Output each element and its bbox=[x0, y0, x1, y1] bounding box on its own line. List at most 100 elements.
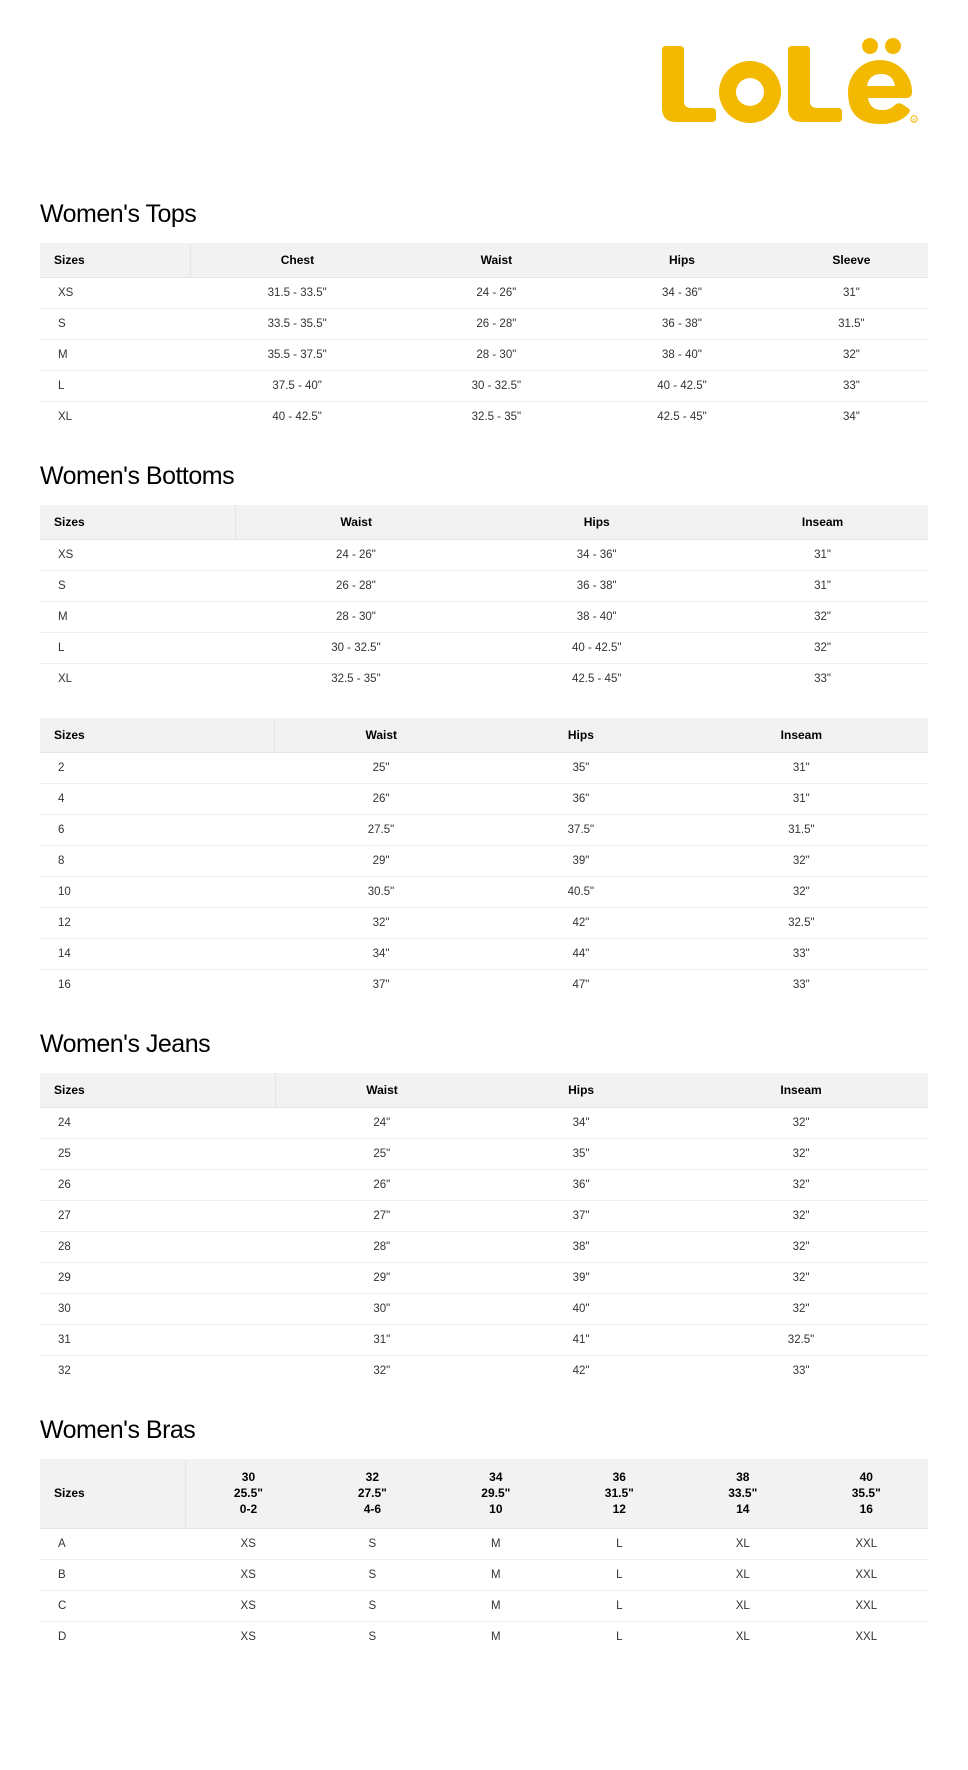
table-cell: 34" bbox=[488, 1108, 674, 1139]
table-cell: 8 bbox=[40, 846, 275, 877]
column-header: Hips bbox=[487, 718, 675, 753]
table-cell: 31" bbox=[675, 784, 928, 815]
table-cell: 35" bbox=[487, 753, 675, 784]
table-cell: 31" bbox=[717, 571, 928, 602]
column-header: Waist bbox=[275, 1073, 488, 1108]
table-cell: 31" bbox=[717, 540, 928, 571]
column-header: 3631.5"12 bbox=[558, 1459, 681, 1528]
table-cell: 25" bbox=[275, 753, 487, 784]
table-cell: XXL bbox=[805, 1528, 929, 1559]
table-cell: 24 - 26" bbox=[236, 540, 477, 571]
column-header-line: Sizes bbox=[54, 1485, 177, 1501]
table-cell: 36 - 38" bbox=[589, 309, 775, 340]
column-header: Waist bbox=[236, 505, 477, 540]
column-header-line: 31.5" bbox=[566, 1485, 673, 1501]
column-header: Inseam bbox=[717, 505, 928, 540]
table-cell: 36 - 38" bbox=[476, 571, 717, 602]
table-cell: M bbox=[40, 602, 236, 633]
table-cell: 32" bbox=[674, 1201, 928, 1232]
column-header: Waist bbox=[404, 243, 590, 278]
column-header-line: 25.5" bbox=[194, 1485, 302, 1501]
brand-logo: R bbox=[658, 30, 918, 130]
table-cell: 32.5 - 35" bbox=[236, 664, 477, 695]
size-table: SizesWaistHipsInseam2424"34"32"2525"35"3… bbox=[40, 1073, 928, 1386]
table-cell: L bbox=[558, 1528, 681, 1559]
table-row: XL32.5 - 35"42.5 - 45"33" bbox=[40, 664, 928, 695]
table-row: S26 - 28"36 - 38"31" bbox=[40, 571, 928, 602]
table-cell: 12 bbox=[40, 908, 275, 939]
table-cell: 31" bbox=[275, 1325, 488, 1356]
table-cell: 35.5 - 37.5" bbox=[191, 340, 404, 371]
column-header-line: 34 bbox=[442, 1469, 549, 1485]
table-cell: 32" bbox=[675, 846, 928, 877]
column-header-line: 30 bbox=[194, 1469, 302, 1485]
column-header: Inseam bbox=[674, 1073, 928, 1108]
column-header-line: 12 bbox=[566, 1501, 673, 1517]
table-cell: 40.5" bbox=[487, 877, 675, 908]
table-cell: 32" bbox=[674, 1232, 928, 1263]
column-header-line: 40 bbox=[813, 1469, 921, 1485]
column-header: 3833.5"14 bbox=[681, 1459, 804, 1528]
table-cell: 34 - 36" bbox=[589, 278, 775, 309]
table-cell: 42" bbox=[488, 1356, 674, 1387]
table-cell: 41" bbox=[488, 1325, 674, 1356]
column-header: Sizes bbox=[40, 505, 236, 540]
table-cell: 39" bbox=[487, 846, 675, 877]
column-header-line: 29.5" bbox=[442, 1485, 549, 1501]
table-cell: 33" bbox=[717, 664, 928, 695]
column-header: 3227.5"4-6 bbox=[311, 1459, 434, 1528]
table-cell: M bbox=[40, 340, 191, 371]
table-cell: 39" bbox=[488, 1263, 674, 1294]
column-header-line: 10 bbox=[442, 1501, 549, 1517]
column-header-line: 35.5" bbox=[813, 1485, 921, 1501]
column-header-line: 0-2 bbox=[194, 1501, 302, 1517]
column-header: Sizes bbox=[40, 718, 275, 753]
table-cell: XS bbox=[186, 1621, 311, 1652]
column-header: Chest bbox=[191, 243, 404, 278]
table-cell: 32" bbox=[674, 1108, 928, 1139]
table-cell: 33" bbox=[675, 939, 928, 970]
table-row: 2525"35"32" bbox=[40, 1139, 928, 1170]
size-table: Sizes 3025.5"0-2 3227.5"4-6 3429.5"10 3631.5… bbox=[40, 1459, 928, 1652]
table-cell: XXL bbox=[805, 1590, 929, 1621]
table-row: 3131"41"32.5" bbox=[40, 1325, 928, 1356]
table-row: 1030.5"40.5"32" bbox=[40, 877, 928, 908]
table-cell: 37.5 - 40" bbox=[191, 371, 404, 402]
table-cell: 30 - 32.5" bbox=[236, 633, 477, 664]
table-cell: 24 - 26" bbox=[404, 278, 590, 309]
size-table: SizesChestWaistHipsSleeveXS31.5 - 33.5"2… bbox=[40, 243, 928, 432]
section-title: Women's Jeans bbox=[40, 1030, 928, 1059]
table-cell: 32 bbox=[40, 1356, 275, 1387]
column-header-line: 4-6 bbox=[319, 1501, 426, 1517]
table-row: 1637"47"33" bbox=[40, 970, 928, 1001]
table-cell: 32" bbox=[275, 1356, 488, 1387]
table-cell: 33.5 - 35.5" bbox=[191, 309, 404, 340]
table-cell: 28 - 30" bbox=[236, 602, 477, 633]
table-cell: 32.5 - 35" bbox=[404, 402, 590, 433]
table-cell: 31.5" bbox=[775, 309, 928, 340]
table-row: XL40 - 42.5"32.5 - 35"42.5 - 45"34" bbox=[40, 402, 928, 433]
column-header-line: 27.5" bbox=[319, 1485, 426, 1501]
column-header: Waist bbox=[275, 718, 487, 753]
table-cell: 40 - 42.5" bbox=[191, 402, 404, 433]
column-header: Hips bbox=[589, 243, 775, 278]
table-cell: 40" bbox=[488, 1294, 674, 1325]
table-cell: XS bbox=[186, 1590, 311, 1621]
table-cell: L bbox=[40, 371, 191, 402]
table-row: M35.5 - 37.5"28 - 30"38 - 40"32" bbox=[40, 340, 928, 371]
table-cell: B bbox=[40, 1559, 186, 1590]
table-cell: 30" bbox=[275, 1294, 488, 1325]
table-cell: 37" bbox=[488, 1201, 674, 1232]
table-row: 2929"39"32" bbox=[40, 1263, 928, 1294]
table-cell: 28" bbox=[275, 1232, 488, 1263]
table-cell: S bbox=[40, 309, 191, 340]
size-chart-content: Women's TopsSizesChestWaistHipsSleeveXS3… bbox=[40, 200, 928, 1652]
table-cell: 31.5 - 33.5" bbox=[191, 278, 404, 309]
table-row: 1232"42"32.5" bbox=[40, 908, 928, 939]
column-header-line: 33.5" bbox=[689, 1485, 796, 1501]
table-cell: A bbox=[40, 1528, 186, 1559]
table-cell: 33" bbox=[675, 970, 928, 1001]
table-cell: L bbox=[40, 633, 236, 664]
table-cell: 26" bbox=[275, 784, 487, 815]
section-title: Women's Bottoms bbox=[40, 462, 928, 491]
